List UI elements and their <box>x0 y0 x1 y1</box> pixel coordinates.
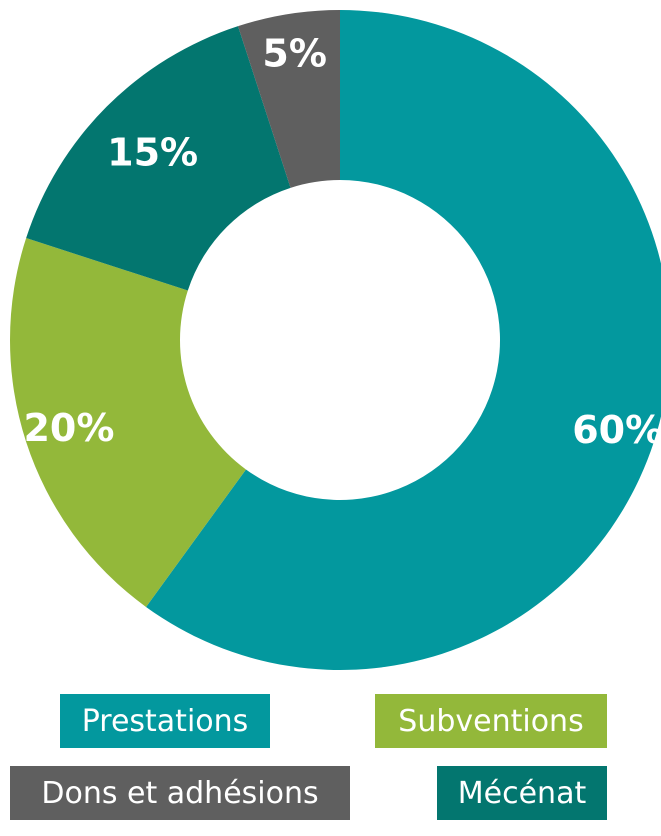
slice-subventions <box>10 238 246 607</box>
slice-prestations <box>146 10 661 670</box>
legend-label: Prestations <box>81 703 249 739</box>
donut-chart: 60% 20% 15% 5% <box>10 10 661 670</box>
legend-item-subventions: Subventions <box>375 694 607 748</box>
slice-value-label: 60% <box>572 408 661 452</box>
legend-item-mecenat: Mécénat <box>437 766 607 820</box>
slice-value-label: 20% <box>23 406 114 450</box>
legend-label: Subventions <box>398 703 584 739</box>
slice-value-label: 5% <box>262 32 327 76</box>
slice-m-c-nat <box>26 26 291 291</box>
legend-label: Dons et adhésions <box>41 775 319 811</box>
legend-item-dons-et-adhesions: Dons et adhésions <box>10 766 350 820</box>
slice-dons-et-adh-sions <box>238 10 340 188</box>
legend-label: Mécénat <box>457 775 587 811</box>
legend-item-prestations: Prestations <box>60 694 270 748</box>
slice-value-label: 15% <box>107 131 198 175</box>
